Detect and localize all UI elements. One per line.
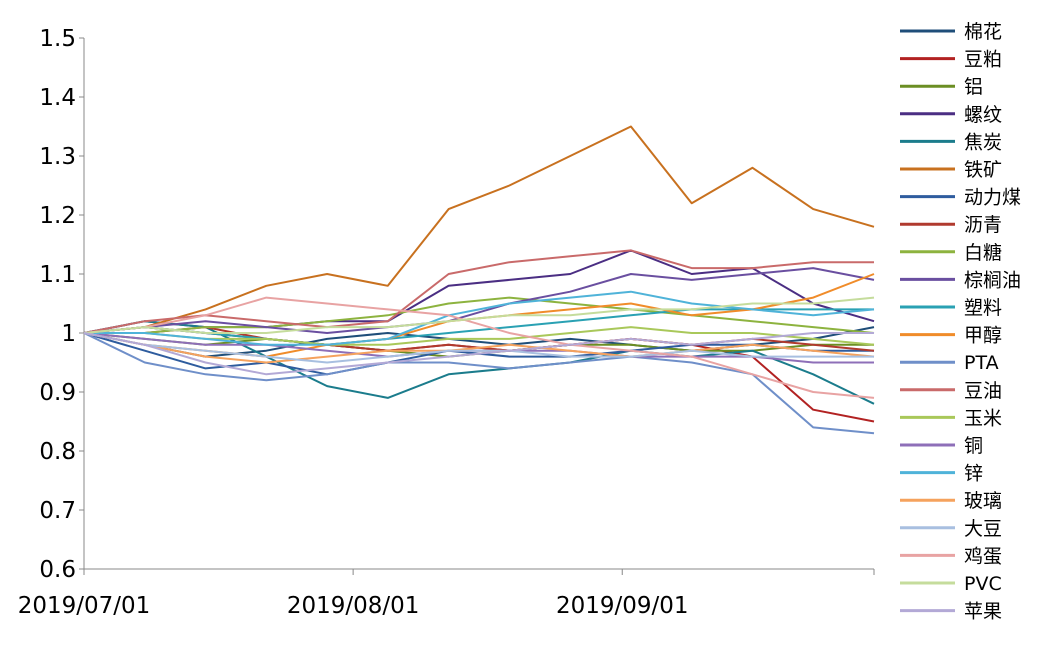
- legend-label: PTA: [964, 352, 999, 374]
- legend-label: 大豆: [964, 518, 1002, 540]
- series-line: [83, 332, 874, 376]
- axes: 0.6 0.7 0.8 0.9 1 1.1 1.2 1.3 1.4 1.5 2019/07/01 20…: [18, 26, 875, 619]
- legend-label: 棕榈油: [964, 269, 1021, 291]
- legend-label: 铝: [964, 76, 983, 98]
- legend-label: PVC: [964, 573, 1002, 595]
- legend-label: 玉米: [964, 407, 1002, 429]
- legend-label: 豆粕: [964, 49, 1002, 71]
- legend-label: 铜: [964, 435, 983, 457]
- legend-label: 锌: [964, 463, 983, 485]
- x-tick-label: 2019/08/01: [287, 593, 420, 619]
- y-tick-label: 1.2: [39, 203, 76, 229]
- y-tick-label: 1.3: [39, 144, 76, 170]
- legend-label: 豆油: [964, 380, 1002, 402]
- legend-label: 塑料: [964, 297, 1002, 319]
- y-tick-label: 1.4: [39, 85, 76, 111]
- series-line: [84, 296, 875, 334]
- series-line: [83, 125, 875, 334]
- legend-label: 沥青: [964, 214, 1002, 236]
- x-tick-label: 2019/07/01: [18, 593, 151, 619]
- legend-label: 焦炭: [964, 131, 1002, 153]
- y-tick-label: 1.1: [39, 262, 76, 288]
- legend-label: 螺纹: [964, 104, 1002, 126]
- series-line: [83, 332, 875, 364]
- series-line: [83, 296, 875, 334]
- series-line: [83, 296, 875, 399]
- series-line: [84, 290, 875, 346]
- y-tick-label: 0.6: [39, 557, 76, 583]
- legend-label: 铁矿: [964, 159, 1002, 181]
- legend-label: 甲醇: [964, 325, 1002, 347]
- y-tick-label: 1.5: [39, 26, 76, 52]
- series-line: [83, 332, 874, 364]
- legend-label: 玻璃: [964, 490, 1002, 512]
- legend-label: 鸡蛋: [964, 545, 1002, 567]
- legend-label: 动力煤: [964, 187, 1021, 209]
- x-tick-label: 2019/09/01: [556, 593, 689, 619]
- y-tick-label: 0.7: [39, 498, 76, 524]
- legend-label: 苹果: [964, 601, 1002, 623]
- y-tick-label: 0.9: [39, 380, 76, 406]
- legend-label: 棉花: [964, 21, 1002, 43]
- series-line: [83, 267, 875, 334]
- legend-label: 白糖: [964, 242, 1002, 264]
- series-line: [83, 249, 874, 334]
- y-tick-label: 0.8: [39, 439, 76, 465]
- y-tick-label: 1: [61, 321, 76, 347]
- series-lines: [83, 125, 875, 435]
